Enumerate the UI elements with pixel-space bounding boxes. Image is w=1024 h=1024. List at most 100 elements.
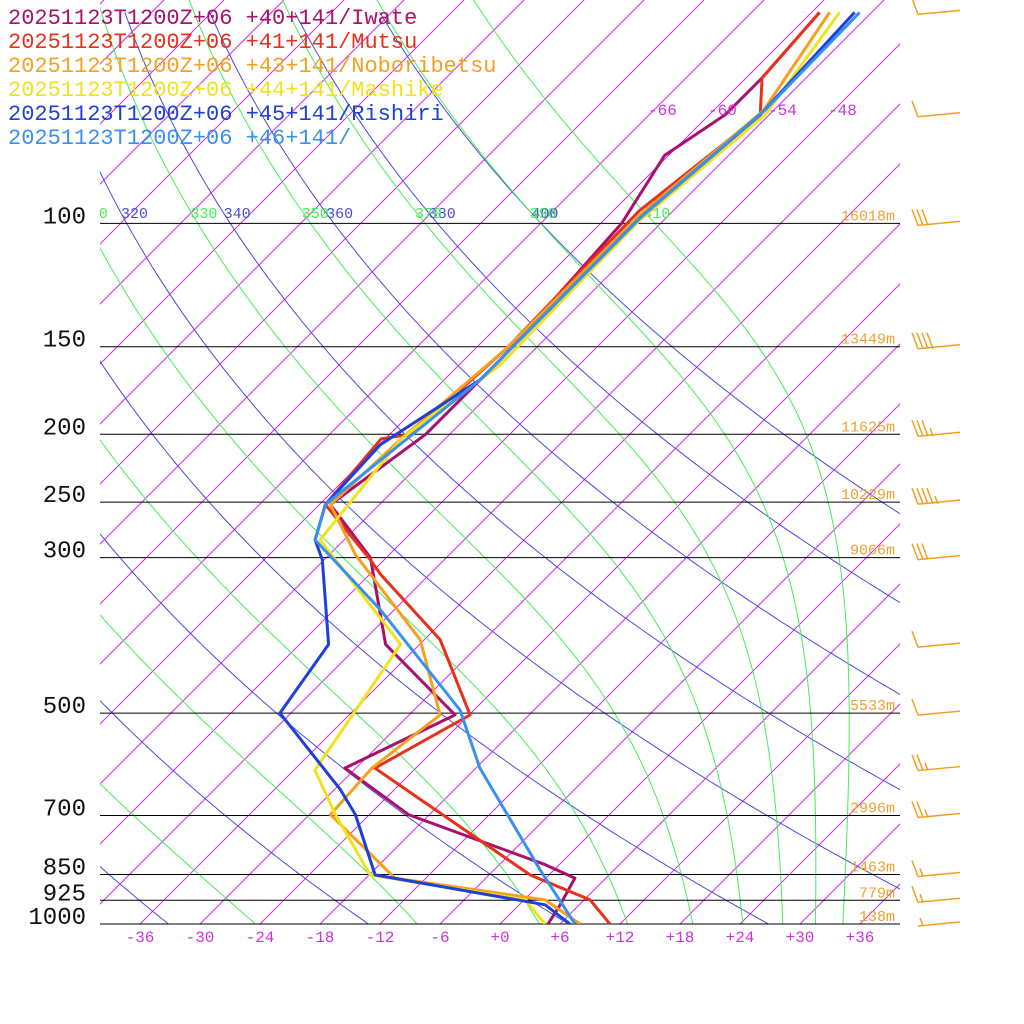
moist-adiabat bbox=[473, 0, 850, 924]
legend-entry: 20251123T1200Z+06 +41+141/Mutsu bbox=[8, 30, 417, 55]
temperature-profile bbox=[328, 11, 831, 924]
barb-flag bbox=[911, 100, 919, 118]
barb-flag bbox=[921, 543, 929, 560]
barb-flag bbox=[921, 209, 929, 226]
isotherm bbox=[100, 0, 585, 485]
barb-staff bbox=[917, 431, 961, 438]
moist-adiabat bbox=[376, 0, 817, 924]
barb-flag bbox=[916, 419, 924, 437]
isotherms bbox=[100, 0, 900, 924]
wind-barb bbox=[911, 698, 961, 716]
wind-barb bbox=[911, 0, 961, 16]
pressure-label: 925 bbox=[43, 881, 86, 908]
moist-adiabat-label: 350 bbox=[302, 206, 329, 223]
moist-adiabat-label: 330 bbox=[190, 206, 217, 223]
height-label: 138m bbox=[859, 909, 895, 926]
legend-entry: 20251123T1200Z+06 +40+141/Iwate bbox=[8, 6, 417, 31]
dry-adiabat-label: 340 bbox=[224, 206, 251, 223]
barb-flag bbox=[916, 754, 924, 771]
isotherm bbox=[739, 763, 900, 924]
pressure-label: 700 bbox=[43, 796, 86, 823]
moist-adiabat-label: 370 bbox=[415, 206, 442, 223]
wind-barb bbox=[911, 419, 961, 438]
pressure-label: 150 bbox=[43, 328, 86, 355]
pressure-label: 500 bbox=[43, 694, 86, 721]
isotherm bbox=[100, 0, 405, 305]
wind-barb bbox=[911, 860, 961, 878]
height-label: 16018m bbox=[841, 208, 895, 225]
barb-staff bbox=[917, 642, 961, 648]
barb-flag bbox=[911, 332, 919, 349]
barb-flag bbox=[916, 209, 924, 226]
barb-flag bbox=[916, 801, 924, 818]
barb-staff bbox=[917, 710, 961, 716]
barb-flag bbox=[911, 543, 919, 560]
barb-flag bbox=[921, 487, 929, 505]
isotherm bbox=[100, 0, 345, 245]
legend-entry: 20251123T1200Z+06 +46+141/ bbox=[8, 126, 351, 151]
pressure-label: 300 bbox=[43, 539, 86, 566]
barb-half bbox=[919, 868, 924, 877]
dry-adiabat bbox=[100, 533, 569, 924]
isotherm-label: -66 bbox=[648, 102, 677, 120]
profiles bbox=[278, 11, 861, 924]
height-label: 10229m bbox=[841, 487, 895, 504]
x-tick-label: -18 bbox=[306, 929, 335, 947]
wind-barb bbox=[911, 100, 961, 118]
barb-staff bbox=[917, 897, 961, 904]
isotherm bbox=[679, 703, 900, 924]
barb-half bbox=[924, 809, 929, 818]
dry-adiabat bbox=[294, 12, 900, 604]
height-label: 2996m bbox=[850, 800, 895, 817]
moist-adiabat bbox=[100, 614, 418, 924]
isotherm bbox=[199, 223, 900, 924]
x-tick-label: +12 bbox=[606, 929, 635, 947]
pressure-label: 100 bbox=[43, 204, 86, 231]
wind-barb bbox=[911, 630, 961, 648]
barb-flag bbox=[911, 754, 919, 771]
dry-adiabat-label: 380 bbox=[429, 206, 456, 223]
wind-barb bbox=[911, 886, 961, 904]
height-label: 779m bbox=[859, 885, 895, 902]
barb-staff bbox=[917, 921, 961, 927]
barb-staff bbox=[917, 765, 961, 772]
barb-half bbox=[919, 894, 924, 903]
wind-barbs bbox=[911, 0, 961, 927]
isotherm bbox=[259, 283, 900, 924]
isotherm bbox=[100, 0, 465, 365]
dry-adiabat bbox=[100, 865, 169, 924]
barb-staff bbox=[917, 871, 961, 878]
x-tick-label: +24 bbox=[726, 929, 755, 947]
dry-adiabat bbox=[209, 12, 900, 696]
barb-flag bbox=[916, 487, 924, 505]
dry-adiabat bbox=[100, 699, 369, 924]
isotherm bbox=[100, 103, 900, 905]
isotherm bbox=[100, 0, 285, 185]
x-tick-label: +36 bbox=[846, 929, 875, 947]
isotherm bbox=[100, 0, 645, 545]
barb-staff bbox=[917, 343, 961, 350]
barb-flag bbox=[911, 886, 919, 903]
barb-flag bbox=[911, 630, 919, 648]
pressure-grid bbox=[100, 222, 900, 925]
x-tick-label: +6 bbox=[550, 929, 569, 947]
x-tick-label: +30 bbox=[786, 929, 815, 947]
adiabat-labels: 320340360380400310330350370390410 bbox=[98, 206, 670, 223]
moist-adiabat bbox=[188, 0, 744, 924]
barb-staff bbox=[917, 112, 961, 118]
pressure-label: 1000 bbox=[28, 905, 86, 932]
barb-flag bbox=[916, 332, 924, 349]
barb-staff bbox=[917, 499, 961, 505]
barb-flag bbox=[926, 487, 934, 505]
barb-flag bbox=[911, 801, 919, 818]
barb-flag bbox=[911, 419, 919, 437]
barb-flag bbox=[916, 543, 924, 560]
moist-adiabat-label: 390 bbox=[530, 206, 557, 223]
barb-flag bbox=[921, 332, 929, 349]
isotherm bbox=[100, 0, 885, 785]
isotherm bbox=[379, 403, 900, 924]
isotherm bbox=[100, 43, 900, 845]
moist-adiabat bbox=[100, 6, 694, 924]
legend: 20251123T1200Z+06 +40+141/Iwate20251123T… bbox=[8, 6, 496, 151]
